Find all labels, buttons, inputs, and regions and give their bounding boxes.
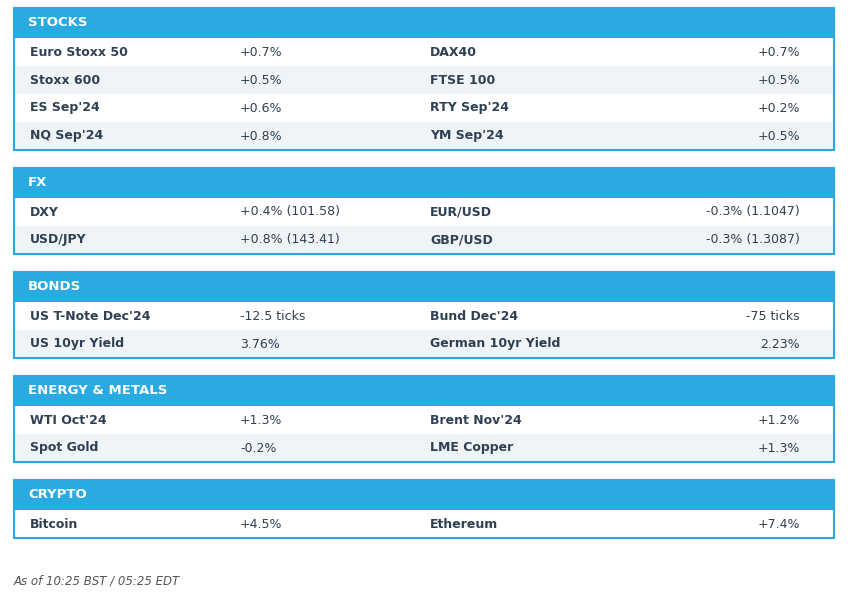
Text: As of 10:25 BST / 05:25 EDT: As of 10:25 BST / 05:25 EDT (14, 575, 180, 588)
Text: DAX40: DAX40 (430, 45, 477, 59)
Text: +0.8%: +0.8% (240, 130, 282, 142)
Text: NQ Sep'24: NQ Sep'24 (30, 130, 103, 142)
Text: +4.5%: +4.5% (240, 518, 282, 530)
Text: +0.5%: +0.5% (757, 130, 800, 142)
Text: +0.5%: +0.5% (757, 73, 800, 87)
Bar (14, 376, 834, 406)
Text: -0.2%: -0.2% (240, 442, 276, 454)
Bar (14, 272, 834, 358)
Bar (14, 510, 834, 538)
Bar (14, 226, 834, 254)
Text: US T-Note Dec'24: US T-Note Dec'24 (30, 310, 150, 322)
Text: CRYPTO: CRYPTO (28, 488, 86, 502)
Text: BONDS: BONDS (28, 281, 81, 293)
Text: LME Copper: LME Copper (430, 442, 513, 454)
Text: EUR/USD: EUR/USD (430, 205, 492, 219)
Text: WTI Oct'24: WTI Oct'24 (30, 413, 107, 427)
Text: German 10yr Yield: German 10yr Yield (430, 338, 561, 350)
Text: +0.8% (143.41): +0.8% (143.41) (240, 233, 340, 247)
Text: Bitcoin: Bitcoin (30, 518, 78, 530)
Text: DXY: DXY (30, 205, 59, 219)
Text: -0.3% (1.1047): -0.3% (1.1047) (706, 205, 800, 219)
Bar (14, 168, 834, 254)
Text: +1.3%: +1.3% (240, 413, 282, 427)
Text: 3.76%: 3.76% (240, 338, 280, 350)
Bar (14, 480, 834, 538)
Bar (14, 122, 834, 150)
Bar (14, 94, 834, 122)
Text: +0.7%: +0.7% (240, 45, 282, 59)
Text: ES Sep'24: ES Sep'24 (30, 101, 100, 115)
Text: -12.5 ticks: -12.5 ticks (240, 310, 305, 322)
Bar (14, 8, 834, 150)
Text: +0.7%: +0.7% (757, 45, 800, 59)
Text: +0.6%: +0.6% (240, 101, 282, 115)
Text: +0.4% (101.58): +0.4% (101.58) (240, 205, 340, 219)
Text: FTSE 100: FTSE 100 (430, 73, 495, 87)
Text: Brent Nov'24: Brent Nov'24 (430, 413, 522, 427)
Text: STOCKS: STOCKS (28, 16, 87, 30)
Text: Spot Gold: Spot Gold (30, 442, 98, 454)
Text: USD/JPY: USD/JPY (30, 233, 86, 247)
Text: +0.5%: +0.5% (240, 73, 282, 87)
Bar (14, 38, 834, 66)
Text: Euro Stoxx 50: Euro Stoxx 50 (30, 45, 128, 59)
Text: -0.3% (1.3087): -0.3% (1.3087) (706, 233, 800, 247)
Text: +1.2%: +1.2% (757, 413, 800, 427)
Bar (14, 302, 834, 330)
Bar (14, 434, 834, 462)
Bar (14, 8, 834, 38)
Text: +0.2%: +0.2% (757, 101, 800, 115)
Text: FX: FX (28, 176, 47, 190)
Text: RTY Sep'24: RTY Sep'24 (430, 101, 509, 115)
Bar (14, 272, 834, 302)
Text: -75 ticks: -75 ticks (746, 310, 800, 322)
Text: GBP/USD: GBP/USD (430, 233, 493, 247)
Text: Stoxx 600: Stoxx 600 (30, 73, 100, 87)
Bar (14, 330, 834, 358)
Text: 2.23%: 2.23% (761, 338, 800, 350)
Bar (14, 406, 834, 434)
Text: US 10yr Yield: US 10yr Yield (30, 338, 124, 350)
Bar (14, 198, 834, 226)
Text: Ethereum: Ethereum (430, 518, 499, 530)
Bar (14, 480, 834, 510)
Text: Bund Dec'24: Bund Dec'24 (430, 310, 518, 322)
Bar (14, 66, 834, 94)
Text: YM Sep'24: YM Sep'24 (430, 130, 504, 142)
Text: ENERGY & METALS: ENERGY & METALS (28, 384, 167, 398)
Bar (14, 376, 834, 462)
Text: +7.4%: +7.4% (757, 518, 800, 530)
Bar (14, 168, 834, 198)
Text: +1.3%: +1.3% (757, 442, 800, 454)
